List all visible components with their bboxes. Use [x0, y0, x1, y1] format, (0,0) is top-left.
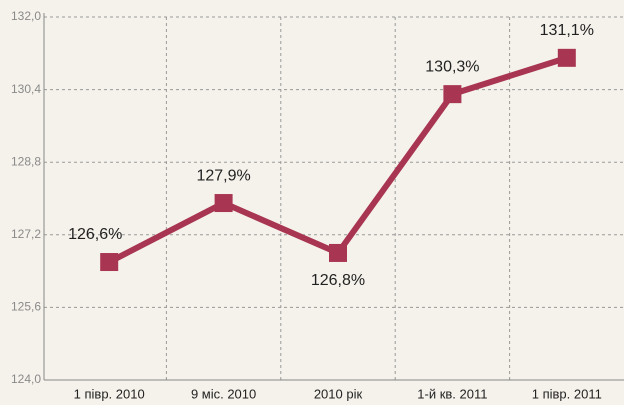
- x-tick-label: 1 півр. 2010: [74, 386, 145, 401]
- y-tick-label: 124,0: [11, 372, 41, 386]
- marker: [329, 243, 347, 262]
- value-label: 126,8%: [311, 272, 365, 289]
- marker: [214, 194, 233, 213]
- y-tick-label: 130,4: [11, 82, 41, 96]
- value-label: 130,3%: [425, 58, 479, 75]
- x-tick-label: 1-й кв. 2011: [417, 386, 487, 401]
- marker: [100, 253, 119, 272]
- marker: [557, 48, 576, 67]
- y-tick-label: 127,2: [11, 227, 41, 241]
- value-label: 127,9%: [196, 167, 250, 184]
- value-label: 131,1%: [540, 22, 594, 39]
- x-tick-label: 9 міс. 2010: [191, 386, 256, 401]
- x-tick-label: 2010 рік: [314, 386, 363, 401]
- y-tick-label: 128,8: [11, 154, 41, 168]
- y-tick-label: 132,0: [11, 9, 41, 23]
- marker: [443, 85, 462, 104]
- y-tick-label: 125,6: [11, 300, 41, 314]
- value-label: 126,6%: [68, 226, 122, 243]
- x-tick-label: 1 півр. 2011: [532, 386, 602, 401]
